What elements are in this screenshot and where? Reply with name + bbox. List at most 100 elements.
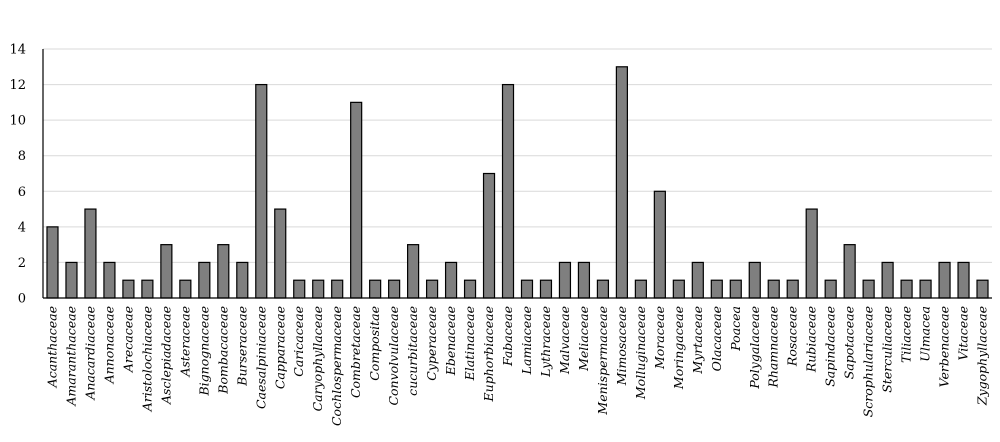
x-category-label: Caryophyllaceae xyxy=(310,306,325,411)
bar xyxy=(558,261,572,299)
bar xyxy=(596,279,610,299)
bar xyxy=(881,261,894,299)
bar xyxy=(388,279,401,299)
y-tick-label: 0 xyxy=(18,292,26,307)
bar xyxy=(862,279,875,299)
gridlines xyxy=(43,48,992,263)
y-tick-label: 6 xyxy=(18,185,26,200)
x-category-label: cucurbitaceae xyxy=(405,306,420,396)
x-category-label: Vitaceae xyxy=(956,306,971,361)
x-category-label: Ulmacea xyxy=(918,306,933,362)
category-labels: Acanthaceae Amaranthaceae Anacardiaceae Ann… xyxy=(44,306,989,426)
x-category-label: Bignognaceae xyxy=(196,306,211,397)
bar xyxy=(84,208,97,299)
bar xyxy=(425,279,439,299)
x-category-label: Acanthaceae xyxy=(44,306,59,388)
y-tick-label: 4 xyxy=(18,220,26,235)
x-category-label: Meliaceae xyxy=(576,306,591,372)
x-category-label: Rhamnaceae xyxy=(766,306,781,389)
bar xyxy=(350,101,363,299)
x-category-label: Moringaceae xyxy=(671,306,686,390)
x-category-label: Asteraceae xyxy=(177,306,192,378)
bar xyxy=(805,208,818,299)
bar xyxy=(217,244,230,299)
x-category-label: Scrophulariaceae xyxy=(861,306,876,417)
x-category-label: Myrtaceae xyxy=(690,306,705,375)
x-category-label: Malvaceae xyxy=(557,306,572,375)
bar xyxy=(767,279,780,299)
bar xyxy=(141,279,154,299)
x-category-label: Cochlospermaceae xyxy=(329,306,344,426)
bar xyxy=(122,279,135,299)
x-category-label: Compositae xyxy=(367,306,382,381)
bar xyxy=(748,261,761,299)
y-tick-label: 14 xyxy=(9,43,26,58)
x-category-label: Moraceae xyxy=(652,306,667,370)
x-category-label: Sapindaceae xyxy=(823,306,838,387)
x-category-label: Lythraceae xyxy=(538,306,553,378)
bar xyxy=(463,279,477,299)
x-category-label: Asclepiadaceae xyxy=(158,306,173,405)
y-tick-label: 12 xyxy=(9,78,26,93)
x-category-label: Verbenaceae xyxy=(937,306,952,387)
x-category-label: Anacardiaceae xyxy=(82,306,97,401)
x-category-label: Rubiaceae xyxy=(804,306,819,373)
bar xyxy=(236,261,249,299)
bar xyxy=(786,279,799,299)
bar xyxy=(407,244,420,299)
bar xyxy=(274,208,287,299)
bar xyxy=(710,279,723,299)
bar xyxy=(482,172,496,299)
bar xyxy=(900,279,913,299)
bar xyxy=(653,190,666,299)
x-category-label: Rosaceae xyxy=(785,306,800,367)
x-category-label: Convolvulaceae xyxy=(386,306,401,406)
bar xyxy=(255,83,268,299)
x-category-label: Euphorbiaceae xyxy=(481,306,496,402)
x-category-label: Molluginaceae xyxy=(633,306,648,400)
bar xyxy=(843,244,856,299)
x-category-label: Elatinaceae xyxy=(462,306,477,381)
bar xyxy=(672,279,685,299)
bar xyxy=(691,261,704,299)
bar xyxy=(331,279,344,299)
bar xyxy=(103,261,116,299)
x-category-label: Ebenaceae xyxy=(443,306,458,376)
x-category-label: Tiliaceae xyxy=(899,306,914,363)
bar xyxy=(976,279,989,299)
bar xyxy=(539,279,553,299)
bars xyxy=(46,66,989,299)
x-category-label: Capparaceae xyxy=(272,306,287,389)
bar xyxy=(293,279,306,299)
bar xyxy=(577,261,591,299)
bar xyxy=(824,279,837,299)
y-tick-label: 10 xyxy=(9,114,26,129)
x-category-label: Amaranthaceae xyxy=(63,306,78,407)
bar xyxy=(65,261,78,299)
x-category-label: Caricaceae xyxy=(291,306,306,377)
x-category-label: Polygalaceae xyxy=(747,306,762,390)
bar xyxy=(501,83,515,299)
bar xyxy=(957,261,970,299)
bar xyxy=(520,279,534,299)
bar xyxy=(729,279,742,299)
bar xyxy=(369,279,382,299)
x-category-label: Mimosaceae xyxy=(614,306,629,386)
x-category-label: Caesalpiniaceae xyxy=(253,306,268,409)
x-category-label: Annonaceae xyxy=(101,306,116,384)
x-category-label: Fabaceae xyxy=(500,306,515,367)
x-category-label: Cyperaceae xyxy=(424,306,439,381)
bar xyxy=(160,244,173,299)
bar xyxy=(634,279,647,299)
x-category-label: Sapotaceae xyxy=(842,306,857,379)
bar xyxy=(938,261,951,299)
x-category-label: Arecaceae xyxy=(120,306,135,373)
x-category-label: Aristolochiaceae xyxy=(139,306,154,412)
x-category-label: Olacaceae xyxy=(709,306,724,371)
x-category-label: Sterculiaceae xyxy=(880,306,895,393)
bar xyxy=(312,279,325,299)
x-category-label: Bombacaceae xyxy=(215,306,230,395)
x-category-label: Zygophyllaceae xyxy=(975,306,990,406)
x-category-label: Poacea xyxy=(728,306,743,352)
